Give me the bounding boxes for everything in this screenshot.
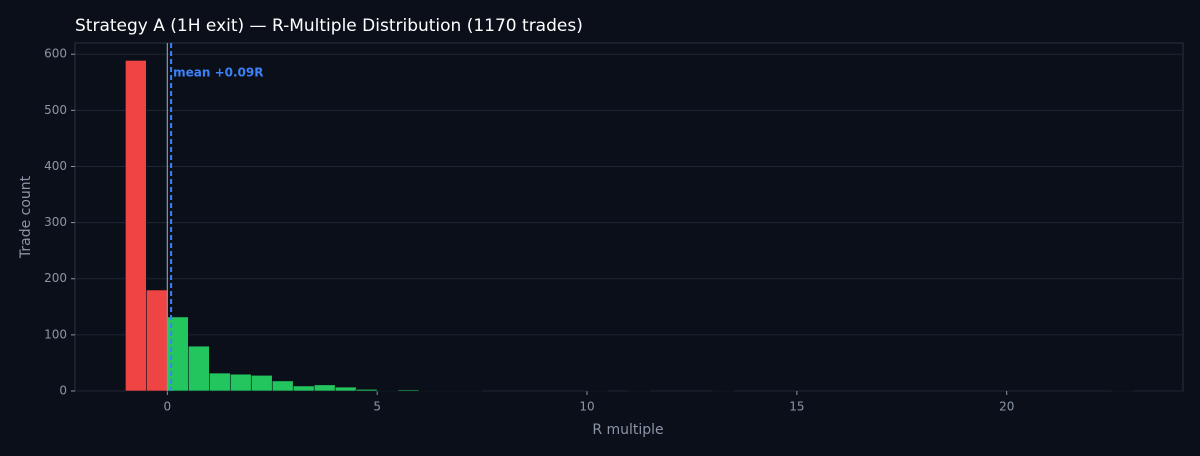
bar <box>712 390 735 392</box>
bar <box>628 390 651 392</box>
bar <box>376 390 399 392</box>
bar <box>229 373 252 392</box>
chart-title: Strategy A (1H exit) — R-Multiple Distri… <box>75 16 583 36</box>
bar <box>439 390 462 392</box>
bar <box>355 389 378 392</box>
bar <box>271 380 294 392</box>
y-tick-label: 100 <box>44 327 67 341</box>
y-tick-label: 400 <box>44 159 67 173</box>
bar <box>460 390 483 392</box>
bar <box>188 345 210 392</box>
bar <box>250 374 273 392</box>
bar <box>146 289 168 392</box>
x-tick-label: 15 <box>789 400 804 414</box>
y-tick-label: 200 <box>44 271 67 285</box>
mean-label: mean +0.09R <box>173 66 263 80</box>
x-axis-label: R multiple <box>592 422 663 438</box>
x-tick-label: 5 <box>373 400 381 414</box>
bar <box>397 389 420 392</box>
bar <box>209 372 231 392</box>
x-tick-label: 20 <box>999 400 1014 414</box>
plot-area <box>74 42 1184 392</box>
y-tick-label: 600 <box>44 47 67 61</box>
x-tick-label: 10 <box>579 400 594 414</box>
y-axis-label: Trade count <box>18 175 34 259</box>
bar <box>334 386 357 392</box>
x-tick-label: 0 <box>164 400 172 414</box>
bar <box>1111 390 1133 392</box>
bar <box>125 60 147 392</box>
bar <box>586 390 609 392</box>
bar <box>418 390 441 392</box>
bar <box>292 385 315 392</box>
y-tick-label: 300 <box>44 215 67 229</box>
bar <box>313 384 336 392</box>
y-tick-label: 500 <box>44 103 67 117</box>
y-tick-label: 0 <box>59 384 67 398</box>
